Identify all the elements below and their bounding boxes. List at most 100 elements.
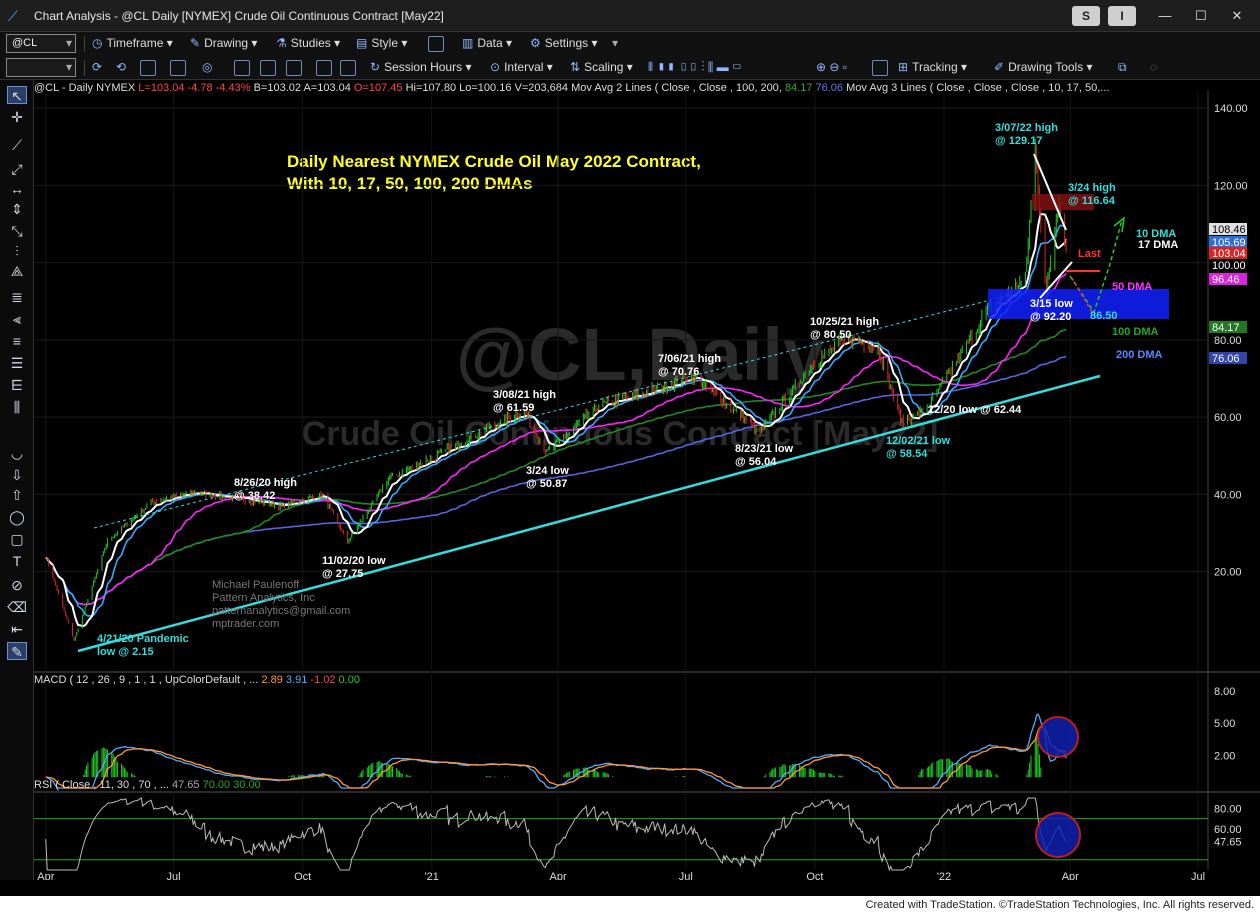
- refresh-icon[interactable]: ⟳: [92, 60, 103, 74]
- chart-info-line: @CL - Daily NYMEX L=103.04 -4.78 -4.43% …: [34, 82, 1109, 94]
- channel-icon[interactable]: ⤡: [11, 223, 23, 239]
- andrews-icon[interactable]: ⫷: [13, 311, 21, 327]
- remove-drawing-icon[interactable]: ⊘: [11, 577, 23, 593]
- data-menu[interactable]: ▥ Data ▾: [462, 36, 513, 50]
- annotation-line-1: 3/24 high: [1068, 182, 1116, 194]
- y-tick-label: 120.00: [1214, 180, 1248, 192]
- workspace-input[interactable]: [6, 58, 76, 77]
- time-zones-icon[interactable]: ⫼: [13, 399, 21, 415]
- grid-icon[interactable]: [340, 60, 356, 76]
- horizontal-line-icon[interactable]: ↔: [10, 181, 24, 197]
- split-icon[interactable]: [170, 60, 186, 76]
- more-icon[interactable]: ▾: [612, 36, 619, 50]
- style-menu[interactable]: ▤ Style ▾: [356, 36, 408, 50]
- rsi-label: RSI ( Close , 11, 30 , 70 , ... 47.65 70…: [34, 779, 261, 791]
- symbol-dropdown-icon[interactable]: ▾: [66, 36, 73, 50]
- pointer-icon[interactable]: ↖: [7, 86, 27, 104]
- target-icon[interactable]: ◎: [202, 60, 213, 74]
- x-tick-label: '22: [937, 871, 951, 880]
- macd-highlight-circle: [1037, 716, 1079, 758]
- price-label: 100.00: [1212, 260, 1246, 272]
- pin-icon: ⊙: [490, 60, 501, 74]
- rsi-y-tick: 60.00: [1214, 824, 1242, 836]
- ma-10-line: [45, 212, 1068, 628]
- info-low: Lo=100.16: [459, 82, 512, 94]
- scaling-menu[interactable]: ⇅ Scaling ▾: [570, 60, 633, 74]
- ellipse-icon[interactable]: ◯: [9, 509, 25, 525]
- chat-icon[interactable]: ◌: [1150, 60, 1158, 74]
- arrow-down-icon[interactable]: ⇩: [11, 467, 23, 483]
- studies-icon[interactable]: [316, 60, 332, 76]
- draw-mode-icon[interactable]: ✎: [7, 642, 27, 660]
- maximize-icon[interactable]: ☐: [1195, 8, 1207, 23]
- price-label-box: [1209, 247, 1247, 259]
- fibonacci-icon[interactable]: ⫶: [15, 243, 19, 259]
- ray-icon[interactable]: ⤢: [11, 161, 23, 177]
- x-tick-label: Oct: [806, 871, 823, 880]
- drawing-tools-menu[interactable]: ✐ Drawing Tools ▾: [994, 60, 1093, 74]
- export-icon[interactable]: [286, 60, 302, 76]
- price-label-box: [1209, 223, 1247, 235]
- eraser-icon[interactable]: ⌫: [7, 599, 27, 615]
- drawing-menu[interactable]: ✎ Drawing ▾: [190, 36, 258, 50]
- info-ask: A=103.04: [303, 82, 351, 94]
- scaling-icon: ⇅: [570, 60, 581, 74]
- price-label-box: [1209, 273, 1247, 285]
- settings-menu[interactable]: ⚙ Settings ▾: [530, 36, 598, 50]
- rsi-y-tick: 80.00: [1214, 803, 1242, 815]
- y-tick-label: 140.00: [1214, 103, 1248, 115]
- tracking-grid-icon[interactable]: [872, 60, 888, 76]
- close-icon[interactable]: ✕: [1231, 8, 1243, 23]
- rsi-highlight-circle: [1035, 812, 1081, 858]
- window-icon[interactable]: [140, 60, 156, 76]
- speed-lines-icon[interactable]: ☰: [10, 355, 24, 371]
- bar-style-icons[interactable]: ⫴ ▮▮ ▯▯ ⋮ ⫼ ▬ ▭: [648, 60, 742, 74]
- annotation-line-2: @ 92.20: [1030, 311, 1071, 323]
- text-icon[interactable]: T: [12, 553, 22, 569]
- macd-y-tick: 8.00: [1214, 686, 1235, 698]
- bars-icon[interactable]: [260, 60, 276, 76]
- studies-menu[interactable]: ⚗ Studies ▾: [276, 36, 341, 50]
- minimize-icon[interactable]: —: [1158, 8, 1172, 23]
- annotation-line-2: @ 116.64: [1068, 195, 1116, 207]
- info-open: O=107.45: [353, 82, 403, 94]
- regression-icon[interactable]: ≣: [11, 289, 23, 305]
- price-chart[interactable]: @CL,Daily Crude Oil Continuous Contract …: [0, 80, 1260, 880]
- price-label-box: [1209, 321, 1247, 333]
- footer: Created with TradeStation. ©TradeStation…: [0, 896, 1260, 914]
- capture-icon[interactable]: [234, 60, 250, 76]
- macd-y-tick: 2.00: [1214, 751, 1235, 763]
- macd-line: [45, 713, 1067, 789]
- symbol-input[interactable]: @CL: [6, 34, 76, 53]
- crosshair-icon[interactable]: ✛: [11, 109, 23, 125]
- history-icon[interactable]: ⟲: [116, 60, 127, 74]
- levels-icon[interactable]: ⋿: [10, 377, 24, 393]
- annotation-line-1: Last: [1078, 248, 1101, 260]
- annotation-line-1: 7/06/21 high: [658, 353, 721, 365]
- interval-link-button[interactable]: I: [1108, 6, 1136, 26]
- fib-fan-icon[interactable]: ≡: [12, 333, 22, 349]
- arc-icon[interactable]: ◡: [10, 445, 24, 461]
- window-title: Chart Analysis - @CL Daily [NYMEX] Crude…: [34, 9, 444, 23]
- timeframe-menu[interactable]: ◷ Timeframe ▾: [92, 36, 173, 50]
- tracking-icon: ⊞: [898, 60, 909, 74]
- rectangle-icon[interactable]: ▢: [10, 531, 24, 547]
- tracking-menu[interactable]: ⊞ Tracking ▾: [898, 60, 967, 74]
- arrow-up-icon[interactable]: ⇧: [11, 487, 23, 503]
- new-window-icon[interactable]: ⧉: [1118, 60, 1127, 74]
- price-label: 84.17: [1212, 322, 1240, 334]
- style-icon: ▤: [356, 36, 368, 50]
- layout-icon[interactable]: [428, 36, 444, 52]
- price-label: 76.06: [1212, 353, 1240, 365]
- interval-menu[interactable]: ⊙ Interval ▾: [490, 60, 553, 74]
- x-tick-label: Jul: [1191, 871, 1205, 880]
- gann-icon[interactable]: ⟁: [10, 263, 24, 279]
- extend-icon[interactable]: ⇤: [11, 621, 23, 637]
- trendline-icon[interactable]: ⟋: [12, 137, 22, 153]
- symbol-link-button[interactable]: S: [1072, 6, 1100, 26]
- zoom-icons[interactable]: ⊕ ⊖ ▫: [816, 60, 848, 74]
- timeframe-icon: ◷: [92, 36, 103, 50]
- session-hours-menu[interactable]: ↻ Session Hours ▾: [370, 60, 472, 74]
- workspace-dropdown-icon[interactable]: ▾: [66, 60, 73, 74]
- vertical-line-icon[interactable]: ⇕: [11, 201, 23, 217]
